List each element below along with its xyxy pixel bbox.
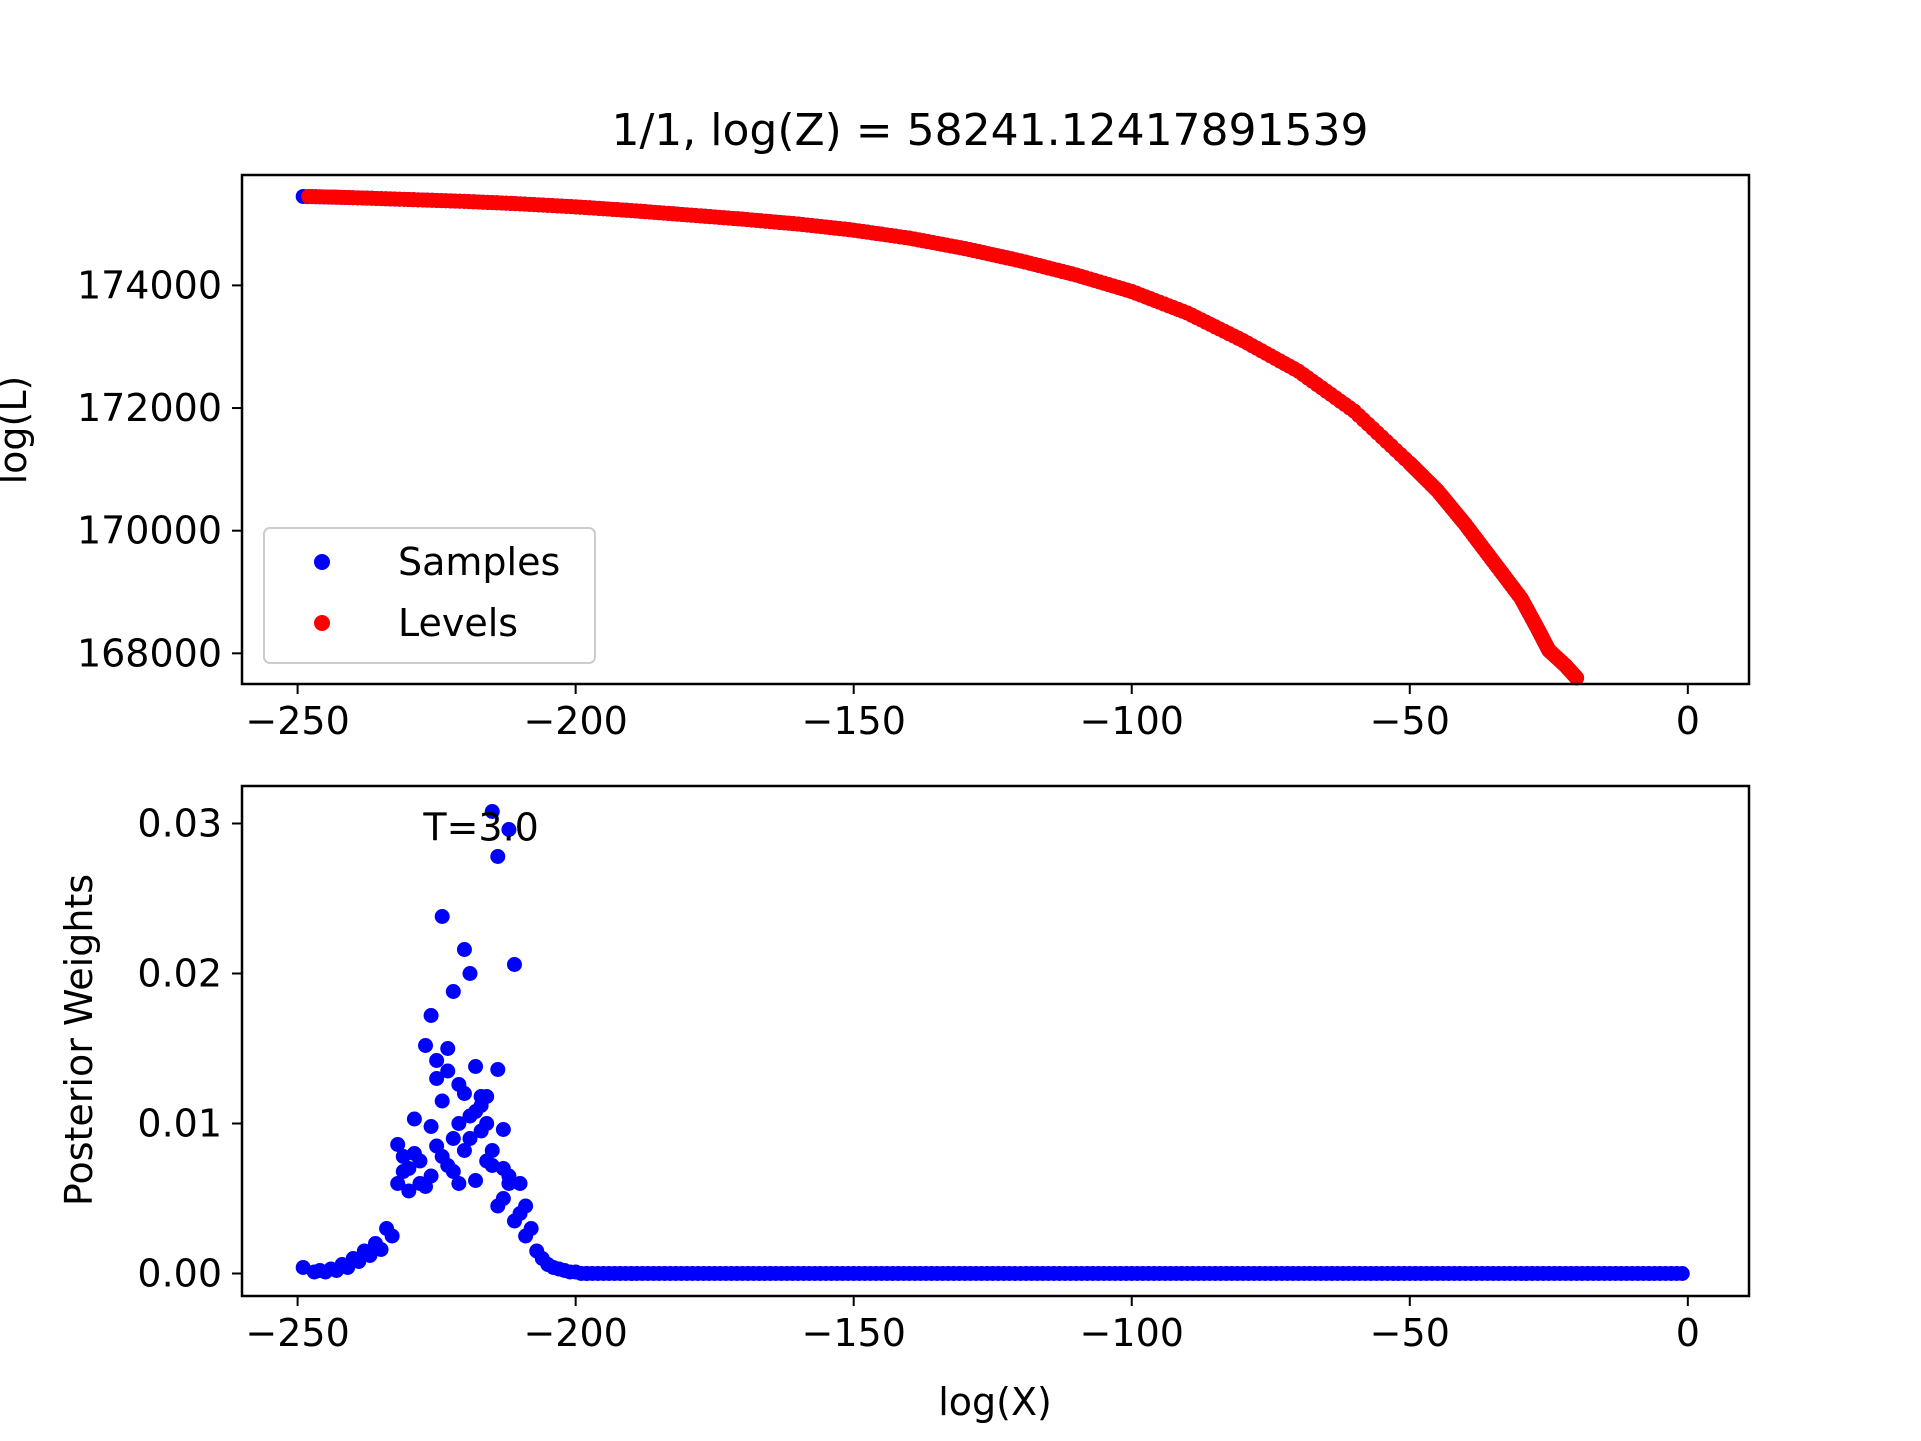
bottom-point-samples xyxy=(456,1143,472,1158)
bottom-point-samples xyxy=(501,822,517,837)
bottom-axes-frame xyxy=(240,784,1751,1298)
bottom-point-samples xyxy=(479,1089,495,1104)
legend-marker-levels xyxy=(314,615,330,631)
bottom-point-samples xyxy=(440,1041,456,1056)
bottom-point-samples xyxy=(429,1138,445,1154)
bottom-point-samples xyxy=(495,1161,511,1176)
top-y-ticks: 168000 170000 172000 174000 xyxy=(77,263,242,675)
top-points xyxy=(295,188,1585,686)
bottom-point-samples xyxy=(484,1143,500,1158)
bottom-point-samples xyxy=(468,1104,484,1119)
top-x-ticks: −250 −200 −150 −100 −50 0 xyxy=(245,684,1700,743)
bottom-point-samples xyxy=(451,1116,467,1131)
top-y-tick-label: 174000 xyxy=(77,263,222,307)
bottom-point-samples xyxy=(456,942,472,957)
top-axes-frame xyxy=(240,173,1751,686)
bottom-point-samples xyxy=(390,1137,406,1152)
bottom-point-samples-tail xyxy=(1674,1266,1690,1281)
chart-title: 1/1, log(Z) = 58241.12417891539 xyxy=(611,105,1368,156)
bottom-y-ticks: 0.00 0.01 0.02 0.03 xyxy=(137,802,242,1296)
bottom-point-samples xyxy=(429,1053,445,1068)
bottom-x-tick-label: 0 xyxy=(1676,1311,1700,1355)
legend-label-samples: Samples xyxy=(398,540,560,584)
top-x-tick-label: −100 xyxy=(1080,699,1184,743)
bottom-x-tick-label: −250 xyxy=(245,1311,349,1355)
bottom-point-samples xyxy=(395,1164,411,1179)
bottom-x-ticks: −250 −200 −150 −100 −50 0 xyxy=(245,1296,1700,1355)
bottom-point-samples xyxy=(406,1146,422,1161)
top-x-tick-label: −150 xyxy=(802,699,906,743)
top-x-tick-label: −250 xyxy=(245,699,349,743)
bottom-point-samples xyxy=(362,1248,378,1263)
temperature-annotation: T=3.0 xyxy=(422,806,538,850)
bottom-point-samples xyxy=(423,1008,439,1023)
bottom-point-samples xyxy=(406,1111,422,1127)
bottom-point-samples xyxy=(373,1242,389,1257)
bottom-point-samples xyxy=(490,1062,506,1077)
bottom-point-samples xyxy=(462,1131,478,1146)
bottom-y-tick-label: 0.03 xyxy=(137,802,222,846)
bottom-point-samples xyxy=(440,1063,456,1079)
bottom-point-samples xyxy=(445,984,461,999)
bottom-x-axis-label: log(X) xyxy=(938,1380,1052,1424)
bottom-point-samples xyxy=(462,966,478,981)
bottom-point-samples xyxy=(495,1191,511,1206)
bottom-point-samples xyxy=(423,1119,439,1134)
bottom-point-samples xyxy=(445,1131,461,1146)
top-x-tick-label: 0 xyxy=(1676,699,1700,743)
bottom-point-samples xyxy=(490,849,506,864)
top-y-tick-label: 170000 xyxy=(77,509,222,553)
bottom-point-samples xyxy=(434,909,450,924)
legend-box xyxy=(263,527,596,664)
top-panel: −250 −200 −150 −100 −50 0 1680001700001720001… xyxy=(0,173,1751,743)
top-point-levels xyxy=(1569,670,1585,686)
top-y-tick-label: 172000 xyxy=(77,386,222,430)
bottom-points xyxy=(295,804,1690,1281)
bottom-point-samples xyxy=(418,1179,434,1194)
bottom-point-samples xyxy=(434,1093,450,1109)
bottom-point-samples xyxy=(518,1228,534,1244)
bottom-point-samples xyxy=(390,1176,406,1191)
bottom-point-samples xyxy=(451,1176,467,1191)
bottom-x-tick-label: −150 xyxy=(802,1311,906,1355)
top-y-tick-label: 168000 xyxy=(77,631,222,675)
bottom-point-samples xyxy=(495,1122,511,1137)
bottom-point-samples xyxy=(456,1086,472,1101)
top-x-tick-label: −200 xyxy=(523,699,627,743)
bottom-x-tick-label: −200 xyxy=(523,1311,627,1355)
bottom-x-tick-label: −100 xyxy=(1080,1311,1184,1355)
bottom-point-samples xyxy=(473,1123,489,1139)
bottom-point-samples xyxy=(468,1173,484,1188)
bottom-point-samples xyxy=(418,1038,434,1053)
legend: Samples Levels xyxy=(263,527,596,664)
bottom-point-samples xyxy=(429,1071,445,1086)
bottom-x-tick-label: −50 xyxy=(1370,1311,1450,1355)
bottom-y-tick-label: 0.02 xyxy=(137,952,222,996)
top-x-tick-label: −50 xyxy=(1370,699,1450,743)
top-y-axis-label: log(L) xyxy=(0,376,35,485)
bottom-point-samples xyxy=(484,804,500,819)
bottom-point-samples xyxy=(384,1228,400,1244)
bottom-point-samples xyxy=(440,1158,456,1173)
bottom-point-samples xyxy=(506,1213,522,1229)
bottom-y-tick-label: 0.01 xyxy=(137,1102,222,1146)
bottom-point-samples xyxy=(401,1183,417,1199)
legend-marker-samples xyxy=(314,554,330,570)
bottom-panel: −250 −200 −150 −100 −50 0 0.00 0.01 0.02 0.03 Po… xyxy=(57,784,1751,1424)
bottom-y-axis-label: Posterior Weights xyxy=(57,874,101,1206)
bottom-point-samples xyxy=(468,1059,484,1074)
bottom-point-samples xyxy=(512,1176,528,1191)
bottom-point-samples xyxy=(506,957,522,972)
legend-label-levels: Levels xyxy=(398,601,518,645)
bottom-y-tick-label: 0.00 xyxy=(137,1252,222,1296)
